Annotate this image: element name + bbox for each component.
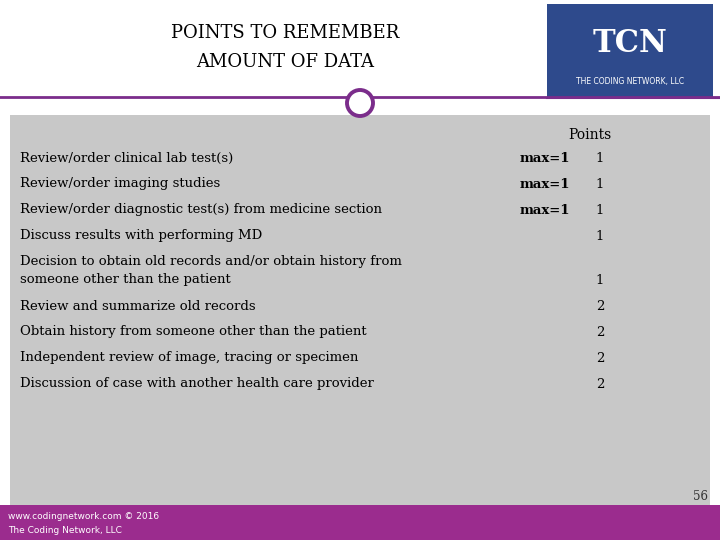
Text: 2: 2	[596, 377, 604, 390]
FancyBboxPatch shape	[547, 4, 713, 98]
Text: 1: 1	[596, 152, 604, 165]
Text: 2: 2	[596, 352, 604, 365]
Text: Review and summarize old records: Review and summarize old records	[20, 300, 256, 313]
Text: Discussion of case with another health care provider: Discussion of case with another health c…	[20, 377, 374, 390]
Text: www.codingnetwork.com © 2016: www.codingnetwork.com © 2016	[8, 512, 159, 521]
Text: max=1: max=1	[520, 152, 570, 165]
Text: TCN: TCN	[593, 28, 667, 59]
Text: 2: 2	[596, 300, 604, 313]
Text: 1: 1	[596, 273, 604, 287]
Text: Review/order diagnostic test(s) from medicine section: Review/order diagnostic test(s) from med…	[20, 204, 382, 217]
FancyBboxPatch shape	[0, 0, 720, 97]
Circle shape	[347, 90, 373, 116]
Text: 56: 56	[693, 490, 708, 503]
Text: max=1: max=1	[520, 204, 570, 217]
Text: Independent review of image, tracing or specimen: Independent review of image, tracing or …	[20, 352, 359, 365]
Text: The Coding Network, LLC: The Coding Network, LLC	[8, 526, 122, 535]
Text: AMOUNT OF DATA: AMOUNT OF DATA	[196, 53, 374, 71]
Text: 1: 1	[596, 230, 604, 242]
Text: someone other than the patient: someone other than the patient	[20, 273, 230, 287]
Text: 2: 2	[596, 326, 604, 339]
Text: 1: 1	[596, 204, 604, 217]
Text: Decision to obtain old records and/or obtain history from: Decision to obtain old records and/or ob…	[20, 255, 402, 268]
Text: max=1: max=1	[520, 178, 570, 191]
Text: Discuss results with performing MD: Discuss results with performing MD	[20, 230, 262, 242]
FancyBboxPatch shape	[0, 505, 720, 540]
Text: Obtain history from someone other than the patient: Obtain history from someone other than t…	[20, 326, 366, 339]
Text: Review/order imaging studies: Review/order imaging studies	[20, 178, 220, 191]
Text: POINTS TO REMEMBER: POINTS TO REMEMBER	[171, 24, 399, 42]
FancyBboxPatch shape	[10, 115, 710, 505]
Text: Points: Points	[568, 128, 611, 142]
Text: Review/order clinical lab test(s): Review/order clinical lab test(s)	[20, 152, 233, 165]
Text: 1: 1	[596, 178, 604, 191]
Text: THE CODING NETWORK, LLC: THE CODING NETWORK, LLC	[576, 77, 684, 85]
